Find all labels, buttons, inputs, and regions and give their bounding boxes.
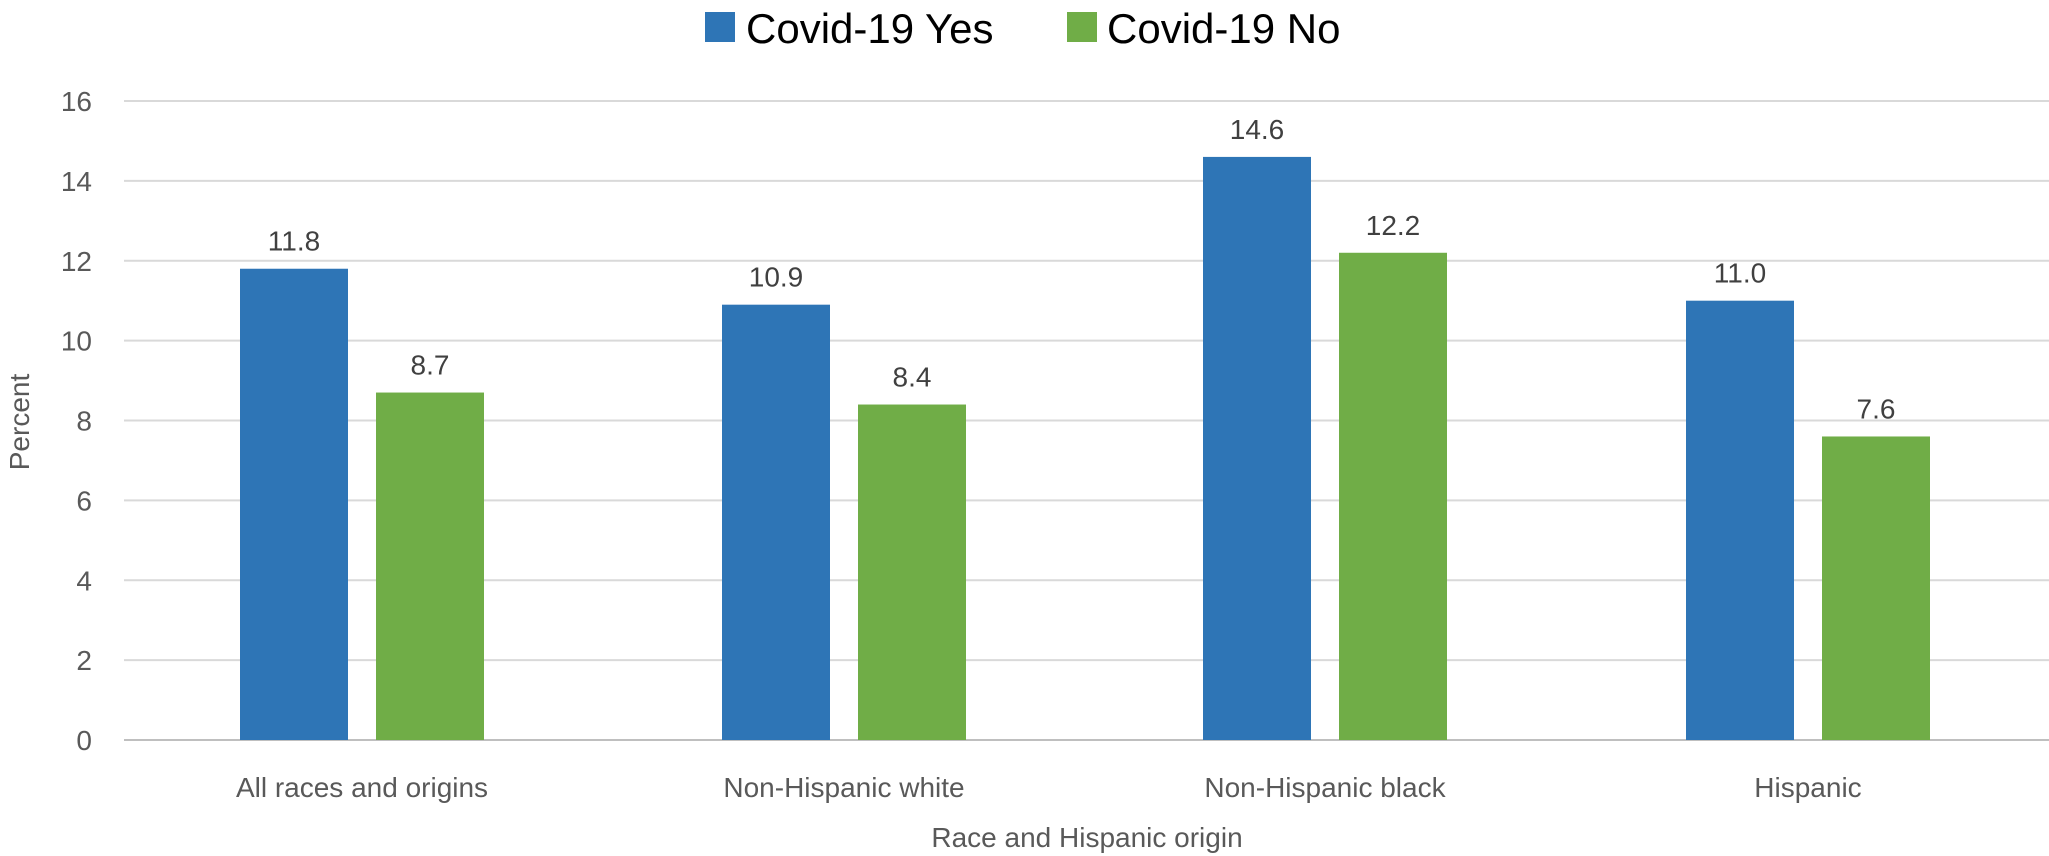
legend-label: Covid-19 No bbox=[1107, 5, 1340, 52]
y-tick-label: 10 bbox=[61, 326, 92, 357]
y-tick-label: 2 bbox=[76, 645, 92, 676]
data-label: 7.6 bbox=[1857, 393, 1896, 424]
x-axis-title: Race and Hispanic origin bbox=[931, 822, 1242, 853]
bars bbox=[240, 156, 1930, 741]
x-tick-label: All races and origins bbox=[236, 772, 488, 803]
bar bbox=[1203, 156, 1311, 741]
bar bbox=[1339, 252, 1447, 740]
y-axis-title: Percent bbox=[4, 374, 35, 471]
y-tick-label: 6 bbox=[76, 485, 92, 516]
y-tick-label: 14 bbox=[61, 166, 92, 197]
legend-swatch bbox=[1067, 12, 1097, 42]
data-label: 14.6 bbox=[1230, 114, 1285, 145]
x-tick-label: Non-Hispanic black bbox=[1204, 772, 1446, 803]
legend: Covid-19 Yes Covid-19 No bbox=[705, 5, 1340, 52]
bar bbox=[858, 404, 966, 740]
bar bbox=[1822, 436, 1930, 740]
y-axis-ticks: 0 2 4 6 8 10 12 14 16 bbox=[61, 86, 92, 756]
x-tick-label: Hispanic bbox=[1754, 772, 1861, 803]
data-label: 12.2 bbox=[1366, 210, 1421, 241]
x-axis-ticks: All races and origins Non-Hispanic white N… bbox=[236, 772, 1862, 803]
legend-swatch bbox=[705, 12, 735, 42]
y-tick-label: 8 bbox=[76, 406, 92, 437]
y-tick-label: 0 bbox=[76, 725, 92, 756]
bar bbox=[722, 304, 830, 740]
bar bbox=[240, 268, 348, 740]
y-tick-label: 12 bbox=[61, 246, 92, 277]
x-tick-label: Non-Hispanic white bbox=[723, 772, 964, 803]
data-labels: 11.8 10.9 14.6 11.0 8.7 8.4 12.2 7.6 bbox=[268, 114, 1896, 425]
bar bbox=[1686, 300, 1794, 740]
bar bbox=[376, 392, 484, 740]
data-label: 10.9 bbox=[749, 262, 804, 293]
data-label: 8.7 bbox=[411, 350, 450, 381]
data-label: 8.4 bbox=[893, 362, 932, 393]
data-label: 11.8 bbox=[268, 226, 320, 257]
y-tick-label: 16 bbox=[61, 86, 92, 117]
y-tick-label: 4 bbox=[76, 565, 92, 596]
legend-label: Covid-19 Yes bbox=[746, 5, 994, 52]
data-label: 11.0 bbox=[1714, 258, 1766, 289]
